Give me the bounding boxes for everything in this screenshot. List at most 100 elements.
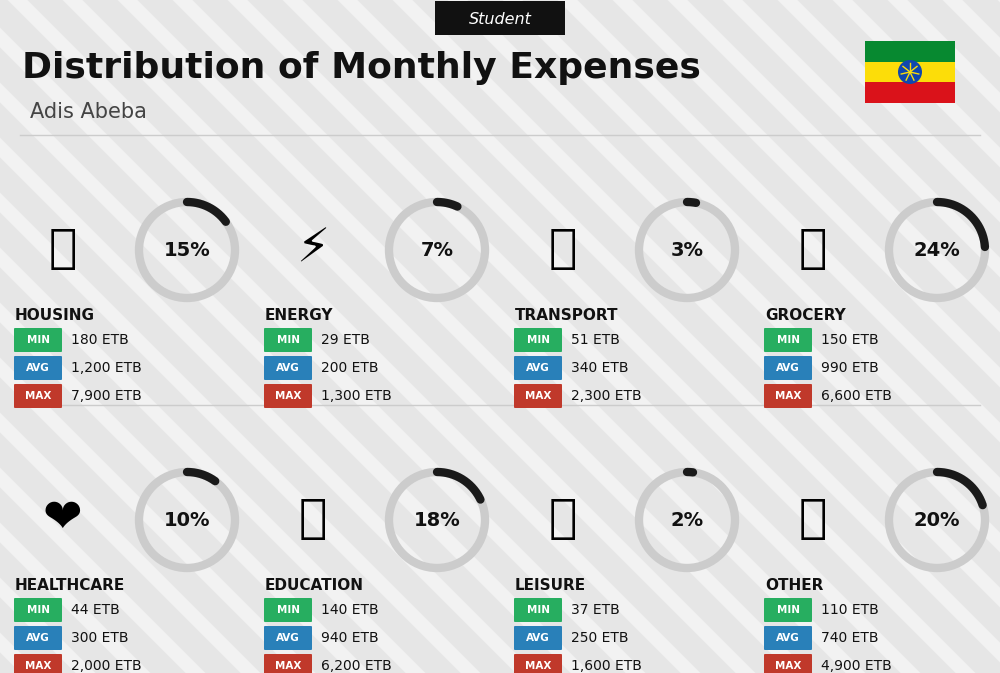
Text: AVG: AVG (776, 633, 800, 643)
FancyBboxPatch shape (514, 626, 562, 650)
Text: 150 ETB: 150 ETB (821, 333, 879, 347)
Text: 990 ETB: 990 ETB (821, 361, 879, 375)
Text: MIN: MIN (26, 335, 50, 345)
Text: 1,600 ETB: 1,600 ETB (571, 659, 642, 673)
Text: AVG: AVG (276, 633, 300, 643)
Text: MIN: MIN (276, 335, 300, 345)
Text: MAX: MAX (775, 661, 801, 671)
Text: GROCERY: GROCERY (765, 308, 846, 322)
Text: 2,000 ETB: 2,000 ETB (71, 659, 142, 673)
FancyBboxPatch shape (764, 626, 812, 650)
Text: ⚡: ⚡ (296, 227, 330, 273)
Text: EDUCATION: EDUCATION (265, 577, 364, 592)
Text: MIN: MIN (776, 605, 800, 615)
FancyBboxPatch shape (865, 82, 955, 103)
Text: OTHER: OTHER (765, 577, 823, 592)
Text: 🚌: 🚌 (549, 227, 577, 273)
Text: 110 ETB: 110 ETB (821, 603, 879, 617)
Text: 10%: 10% (164, 511, 210, 530)
Text: 🎓: 🎓 (299, 497, 327, 542)
FancyBboxPatch shape (764, 328, 812, 352)
Text: 300 ETB: 300 ETB (71, 631, 128, 645)
Text: Student: Student (469, 11, 531, 26)
Text: MAX: MAX (525, 391, 551, 401)
Text: 2%: 2% (670, 511, 704, 530)
FancyBboxPatch shape (514, 384, 562, 408)
Text: AVG: AVG (526, 633, 550, 643)
FancyBboxPatch shape (764, 654, 812, 673)
FancyBboxPatch shape (514, 328, 562, 352)
Text: 1,300 ETB: 1,300 ETB (321, 389, 392, 403)
FancyBboxPatch shape (14, 328, 62, 352)
Text: 140 ETB: 140 ETB (321, 603, 379, 617)
Text: 340 ETB: 340 ETB (571, 361, 629, 375)
Text: TRANSPORT: TRANSPORT (515, 308, 618, 322)
Text: MIN: MIN (526, 605, 550, 615)
Text: MAX: MAX (275, 391, 301, 401)
Text: 940 ETB: 940 ETB (321, 631, 379, 645)
FancyBboxPatch shape (514, 356, 562, 380)
Text: MIN: MIN (776, 335, 800, 345)
FancyBboxPatch shape (764, 598, 812, 622)
Text: HEALTHCARE: HEALTHCARE (15, 577, 125, 592)
Text: 24%: 24% (914, 240, 960, 260)
Text: MAX: MAX (525, 661, 551, 671)
FancyBboxPatch shape (14, 356, 62, 380)
Text: 250 ETB: 250 ETB (571, 631, 629, 645)
Text: MIN: MIN (26, 605, 50, 615)
Text: 4,900 ETB: 4,900 ETB (821, 659, 892, 673)
Text: 1,200 ETB: 1,200 ETB (71, 361, 142, 375)
FancyBboxPatch shape (865, 62, 955, 82)
Text: MAX: MAX (25, 661, 51, 671)
Text: 🛍️: 🛍️ (549, 497, 577, 542)
Text: ENERGY: ENERGY (265, 308, 334, 322)
Text: LEISURE: LEISURE (515, 577, 586, 592)
FancyBboxPatch shape (264, 654, 312, 673)
FancyBboxPatch shape (14, 654, 62, 673)
Text: 20%: 20% (914, 511, 960, 530)
FancyBboxPatch shape (435, 1, 565, 35)
Text: 6,600 ETB: 6,600 ETB (821, 389, 892, 403)
FancyBboxPatch shape (14, 384, 62, 408)
Text: AVG: AVG (276, 363, 300, 373)
Text: 51 ETB: 51 ETB (571, 333, 620, 347)
Text: 7%: 7% (420, 240, 454, 260)
Circle shape (898, 60, 922, 84)
Text: ❤️: ❤️ (43, 497, 83, 542)
Text: MAX: MAX (25, 391, 51, 401)
Text: 6,200 ETB: 6,200 ETB (321, 659, 392, 673)
FancyBboxPatch shape (14, 598, 62, 622)
Text: 44 ETB: 44 ETB (71, 603, 120, 617)
FancyBboxPatch shape (264, 626, 312, 650)
Text: 3%: 3% (670, 240, 704, 260)
Text: MIN: MIN (276, 605, 300, 615)
Text: Distribution of Monthly Expenses: Distribution of Monthly Expenses (22, 51, 701, 85)
FancyBboxPatch shape (865, 41, 955, 62)
Text: MIN: MIN (526, 335, 550, 345)
FancyBboxPatch shape (264, 598, 312, 622)
Text: MAX: MAX (275, 661, 301, 671)
FancyBboxPatch shape (514, 654, 562, 673)
FancyBboxPatch shape (514, 598, 562, 622)
Text: AVG: AVG (776, 363, 800, 373)
Text: HOUSING: HOUSING (15, 308, 95, 322)
Text: 18%: 18% (414, 511, 460, 530)
Text: 🏗: 🏗 (49, 227, 77, 273)
Text: AVG: AVG (26, 633, 50, 643)
FancyBboxPatch shape (764, 384, 812, 408)
Text: MAX: MAX (775, 391, 801, 401)
Text: 💰: 💰 (799, 497, 827, 542)
Text: 7,900 ETB: 7,900 ETB (71, 389, 142, 403)
FancyBboxPatch shape (14, 626, 62, 650)
FancyBboxPatch shape (264, 328, 312, 352)
Text: AVG: AVG (26, 363, 50, 373)
Text: 200 ETB: 200 ETB (321, 361, 378, 375)
Text: 29 ETB: 29 ETB (321, 333, 370, 347)
FancyBboxPatch shape (264, 384, 312, 408)
FancyBboxPatch shape (264, 356, 312, 380)
Text: 🛒: 🛒 (799, 227, 827, 273)
Text: 15%: 15% (164, 240, 210, 260)
Text: 37 ETB: 37 ETB (571, 603, 620, 617)
Text: 740 ETB: 740 ETB (821, 631, 879, 645)
Text: Adis Abeba: Adis Abeba (30, 102, 147, 122)
